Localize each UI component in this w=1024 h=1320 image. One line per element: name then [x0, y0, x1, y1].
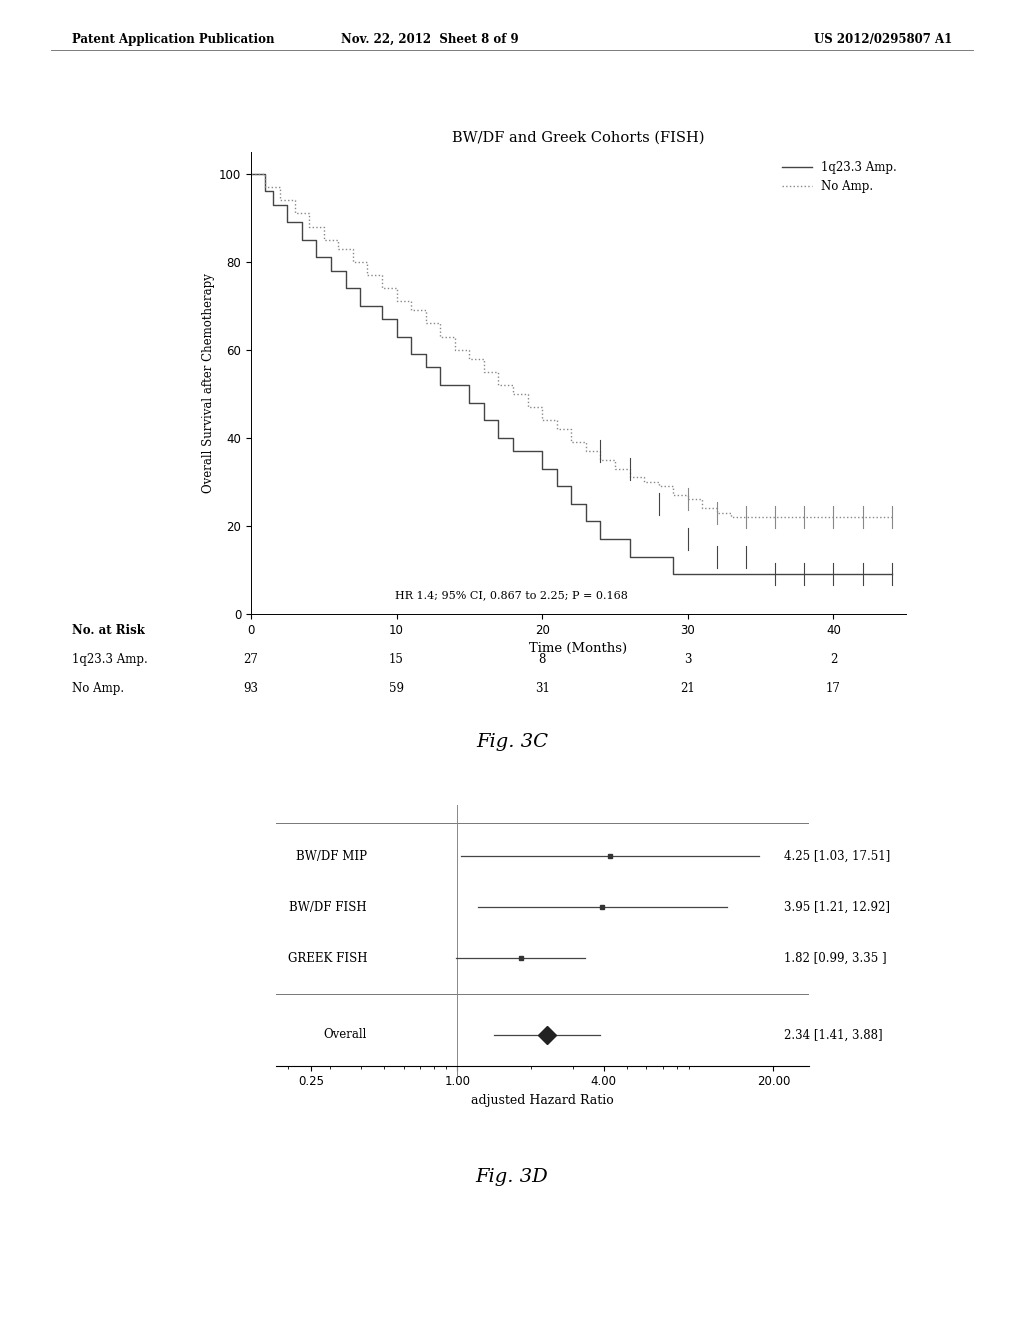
- 1q23.3 Amp.: [332, 263, 344, 279]
- 1q23.3 Amp.: [594, 531, 606, 546]
- No Amp.: [551, 421, 563, 437]
- 1q23.3 Amp.: [536, 461, 548, 477]
- Line: 1q23.3 Amp.: 1q23.3 Amp.: [251, 174, 892, 574]
- No Amp.: [449, 342, 461, 358]
- 1q23.3 Amp.: [798, 566, 810, 582]
- 1q23.3 Amp.: [565, 496, 578, 512]
- 1q23.3 Amp.: [259, 183, 271, 199]
- 1q23.3 Amp.: [354, 298, 367, 314]
- 1q23.3 Amp.: [347, 280, 359, 296]
- 1q23.3 Amp.: [886, 566, 898, 582]
- Text: Fig. 3C: Fig. 3C: [476, 733, 548, 751]
- 1q23.3 Amp.: [682, 566, 694, 582]
- No Amp.: [798, 510, 810, 525]
- 1q23.3 Amp.: [303, 232, 315, 248]
- 1q23.3 Amp.: [711, 566, 723, 582]
- 1q23.3 Amp.: [376, 312, 388, 327]
- 1q23.3 Amp.: [289, 214, 301, 230]
- 1q23.3 Amp.: [827, 566, 840, 582]
- 1q23.3 Amp.: [769, 566, 781, 582]
- 1q23.3 Amp.: [507, 444, 519, 459]
- 1q23.3 Amp.: [325, 263, 337, 279]
- Text: BW/DF MIP: BW/DF MIP: [296, 850, 367, 863]
- 1q23.3 Amp.: [390, 329, 402, 345]
- Text: 2.34 [1.41, 3.88]: 2.34 [1.41, 3.88]: [783, 1028, 882, 1041]
- Title: BW/DF and Greek Cohorts (FISH): BW/DF and Greek Cohorts (FISH): [453, 131, 705, 145]
- 1q23.3 Amp.: [652, 549, 665, 565]
- 1q23.3 Amp.: [266, 197, 279, 213]
- 1q23.3 Amp.: [624, 549, 636, 565]
- 1q23.3 Amp.: [310, 249, 323, 265]
- Text: 21: 21: [680, 682, 695, 696]
- No Amp.: [273, 193, 286, 209]
- 1q23.3 Amp.: [638, 549, 650, 565]
- Text: HR 1.4; 95% CI, 0.867 to 2.25; P = 0.168: HR 1.4; 95% CI, 0.867 to 2.25; P = 0.168: [395, 590, 628, 599]
- Legend: 1q23.3 Amp., No Amp.: 1q23.3 Amp., No Amp.: [778, 157, 900, 197]
- 1q23.3 Amp.: [361, 298, 374, 314]
- Text: Nov. 22, 2012  Sheet 8 of 9: Nov. 22, 2012 Sheet 8 of 9: [341, 33, 519, 46]
- X-axis label: Time (Months): Time (Months): [529, 642, 628, 655]
- Y-axis label: Overall Survival after Chemotherapy: Overall Survival after Chemotherapy: [202, 273, 215, 492]
- No Amp.: [886, 510, 898, 525]
- 1q23.3 Amp.: [521, 444, 534, 459]
- 1q23.3 Amp.: [478, 412, 490, 428]
- No Amp.: [376, 280, 388, 296]
- Text: 17: 17: [826, 682, 841, 696]
- Text: 8: 8: [539, 653, 546, 667]
- 1q23.3 Amp.: [245, 166, 257, 182]
- X-axis label: adjusted Hazard Ratio: adjusted Hazard Ratio: [471, 1094, 614, 1107]
- 1q23.3 Amp.: [740, 566, 753, 582]
- Text: BW/DF FISH: BW/DF FISH: [290, 900, 367, 913]
- Text: No Amp.: No Amp.: [72, 682, 124, 696]
- No Amp.: [245, 166, 257, 182]
- Text: 3: 3: [684, 653, 691, 667]
- 1q23.3 Amp.: [282, 214, 294, 230]
- 1q23.3 Amp.: [404, 346, 417, 362]
- 1q23.3 Amp.: [420, 359, 432, 375]
- 1q23.3 Amp.: [339, 280, 351, 296]
- Text: 2: 2: [829, 653, 837, 667]
- Text: Patent Application Publication: Patent Application Publication: [72, 33, 274, 46]
- 1q23.3 Amp.: [609, 531, 622, 546]
- Text: 27: 27: [244, 653, 258, 667]
- Text: 4.25 [1.03, 17.51]: 4.25 [1.03, 17.51]: [783, 850, 890, 863]
- 1q23.3 Amp.: [667, 566, 679, 582]
- 1q23.3 Amp.: [493, 430, 505, 446]
- Text: 3.95 [1.21, 12.92]: 3.95 [1.21, 12.92]: [783, 900, 890, 913]
- Text: 1.82 [0.99, 3.35 ]: 1.82 [0.99, 3.35 ]: [783, 952, 886, 965]
- Text: 1q23.3 Amp.: 1q23.3 Amp.: [72, 653, 147, 667]
- 1q23.3 Amp.: [273, 197, 286, 213]
- Text: 15: 15: [389, 653, 403, 667]
- 1q23.3 Amp.: [551, 478, 563, 494]
- 1q23.3 Amp.: [580, 513, 592, 529]
- Text: 31: 31: [535, 682, 550, 696]
- Text: 93: 93: [244, 682, 258, 696]
- 1q23.3 Amp.: [449, 378, 461, 393]
- No Amp.: [580, 444, 592, 459]
- Text: US 2012/0295807 A1: US 2012/0295807 A1: [814, 33, 952, 46]
- Text: 59: 59: [389, 682, 404, 696]
- Text: Fig. 3D: Fig. 3D: [475, 1168, 549, 1187]
- 1q23.3 Amp.: [317, 249, 330, 265]
- 1q23.3 Amp.: [434, 378, 446, 393]
- 1q23.3 Amp.: [463, 395, 475, 411]
- Line: No Amp.: No Amp.: [251, 174, 892, 517]
- Text: Overall: Overall: [324, 1028, 367, 1041]
- No Amp.: [725, 510, 737, 525]
- 1q23.3 Amp.: [856, 566, 868, 582]
- 1q23.3 Amp.: [296, 232, 308, 248]
- Text: No. at Risk: No. at Risk: [72, 624, 144, 638]
- 1q23.3 Amp.: [252, 166, 264, 182]
- Text: GREEK FISH: GREEK FISH: [288, 952, 367, 965]
